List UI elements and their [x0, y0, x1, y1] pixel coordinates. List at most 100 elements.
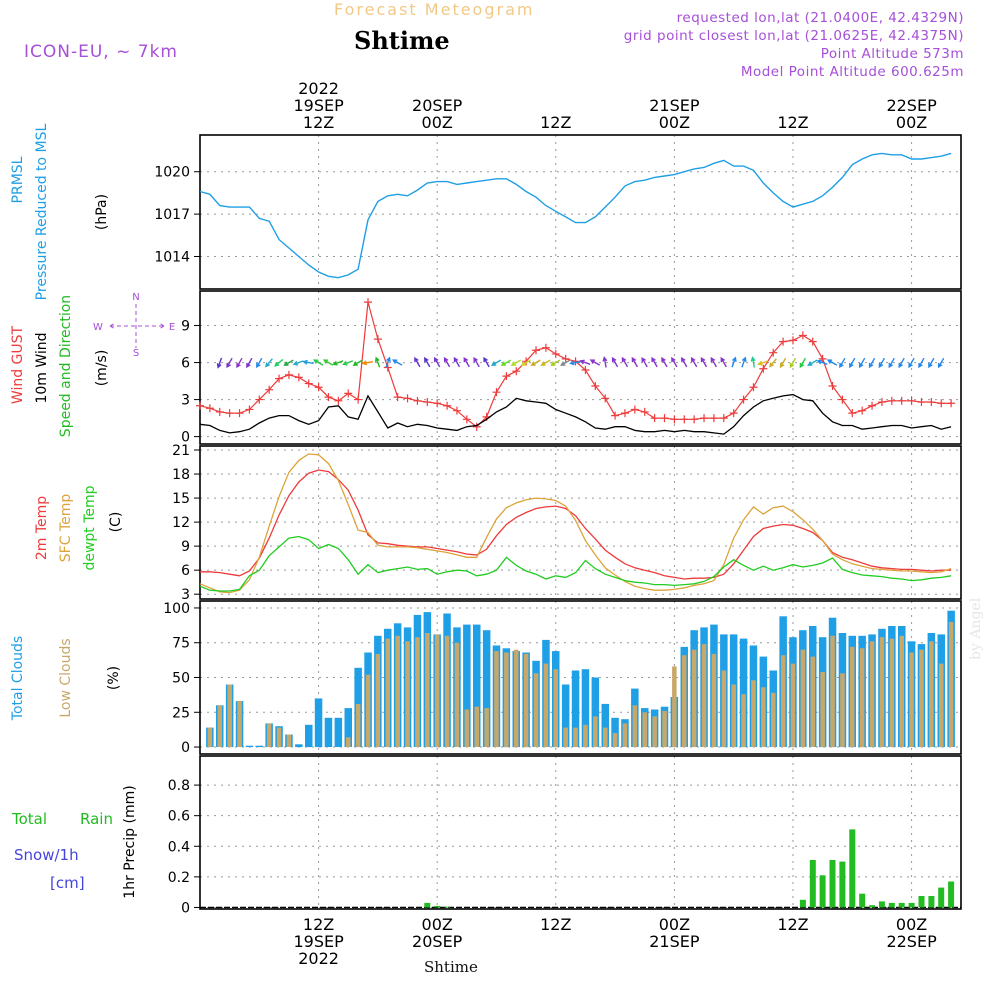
- low-cloud-bar: [603, 727, 608, 748]
- wind-direction-arrow: [342, 360, 354, 366]
- gust-marker: [196, 401, 204, 410]
- gust-marker: [265, 385, 274, 394]
- low-cloud-bar: [523, 653, 529, 748]
- low-cloud-bar: [879, 637, 885, 748]
- gust-marker: [403, 394, 412, 403]
- y-tick-label: 1020: [154, 165, 190, 181]
- low-cloud-bar: [385, 638, 390, 748]
- wind-direction-arrow: [757, 360, 769, 366]
- compass-rose-icon: N S W E: [93, 292, 175, 359]
- low-cloud-bar: [583, 724, 588, 748]
- low-cloud-bar: [454, 642, 460, 747]
- gust-marker: [255, 395, 264, 404]
- y-tick-label: 0.6: [168, 809, 190, 825]
- wind-direction-arrow: [274, 358, 284, 367]
- wind-direction-arrow: [741, 356, 747, 368]
- wind-direction-arrow: [651, 356, 658, 368]
- dewpoint-line: [199, 535, 952, 592]
- gust-marker: [433, 399, 442, 408]
- y-tick-label: 100: [163, 601, 190, 617]
- y-tick-label: 0.8: [168, 778, 190, 794]
- low-cloud-bar: [672, 666, 677, 748]
- low-cloud-bar: [761, 687, 766, 747]
- gust-marker: [532, 346, 541, 355]
- gust-marker: [709, 414, 718, 423]
- wind-direction-arrow: [385, 356, 391, 368]
- wind-direction-arrow: [483, 356, 490, 368]
- gust-marker: [838, 395, 847, 404]
- bottom-time-label: 20SEP: [412, 932, 463, 951]
- gust-marker: [877, 398, 886, 407]
- wind-direction-arrow: [490, 359, 502, 366]
- total-cloud-bar: [463, 624, 471, 747]
- gust-marker: [413, 396, 422, 405]
- wind-direction-arrow: [720, 356, 727, 368]
- y-tick-label: 9: [181, 319, 190, 335]
- wind-direction-arrow: [611, 356, 619, 368]
- y-tick-label: 75: [172, 636, 190, 652]
- wind-direction-arrow: [710, 356, 718, 368]
- pressure-label-short: PRMSL: [10, 156, 26, 203]
- rain-bar: [898, 902, 905, 908]
- y-tick-label: 0.2: [168, 870, 190, 886]
- legend-snow: Snow/1h: [14, 846, 79, 864]
- gust-marker: [858, 406, 867, 415]
- gust-marker: [324, 393, 333, 402]
- low-cloud-bar: [563, 727, 568, 748]
- gust-marker: [690, 415, 699, 424]
- wind-direction-arrow: [322, 359, 334, 366]
- low-cloud-bar: [504, 652, 509, 748]
- wind-direction-arrow: [530, 359, 541, 366]
- low-cloud-bar: [464, 709, 470, 748]
- low-cloud-bar: [395, 635, 400, 748]
- top-time-label: 2022: [298, 79, 339, 98]
- gust-marker: [788, 336, 797, 345]
- wind-direction-arrow: [520, 359, 531, 366]
- y-tick-label: 0: [181, 740, 190, 756]
- panel-frame: [199, 600, 962, 755]
- wind-direction-arrow: [661, 356, 668, 368]
- total-cloud-bar: [591, 677, 600, 747]
- gust-marker: [235, 409, 244, 418]
- wind-direction-arrow: [414, 356, 421, 368]
- rain-bar: [424, 902, 431, 908]
- low-cloud-bar: [909, 652, 914, 748]
- clouds-unit: (%): [106, 666, 122, 690]
- wind-direction-arrow: [302, 359, 314, 365]
- y-tick-label: 1014: [154, 250, 190, 266]
- gust-marker: [275, 374, 284, 383]
- low-cloud-bar: [948, 621, 954, 748]
- panel-frame: [199, 290, 962, 445]
- low-cloud-bar: [533, 673, 539, 747]
- location-name: Shtime: [354, 26, 450, 55]
- total-cloud-bar: [324, 717, 333, 747]
- rain-bar: [819, 875, 826, 908]
- bottom-time-label: 12Z: [777, 915, 808, 934]
- rain-bar: [799, 899, 806, 908]
- chart-title: Forecast Meteogram: [334, 0, 535, 19]
- gust-marker: [551, 349, 560, 358]
- point-altitude: Point Altitude 573m: [820, 46, 964, 62]
- gust-marker: [581, 365, 590, 374]
- low-cloud-bar: [682, 655, 687, 747]
- low-cloud-bar: [514, 649, 519, 748]
- wind-direction-arrow: [750, 356, 756, 368]
- low-cloud-bar: [701, 644, 707, 747]
- total-cloud-bar: [305, 724, 313, 748]
- low-cloud-bar: [346, 737, 351, 747]
- wind-direction-arrow: [937, 357, 945, 369]
- gust-marker: [364, 298, 373, 307]
- temp-2m-label: 2m Temp: [34, 496, 50, 560]
- gust-marker: [620, 409, 629, 418]
- low-cloud-bar: [415, 637, 420, 748]
- wind-gust-label: Wind GUST: [10, 325, 26, 404]
- gust-marker: [383, 363, 392, 372]
- low-clouds-label: Low Clouds: [58, 638, 74, 717]
- gust-marker: [502, 372, 511, 381]
- wind-direction-arrow: [500, 359, 512, 366]
- low-cloud-bar: [434, 634, 440, 748]
- wind-direction-arrow: [589, 359, 601, 366]
- low-cloud-bar: [474, 706, 479, 747]
